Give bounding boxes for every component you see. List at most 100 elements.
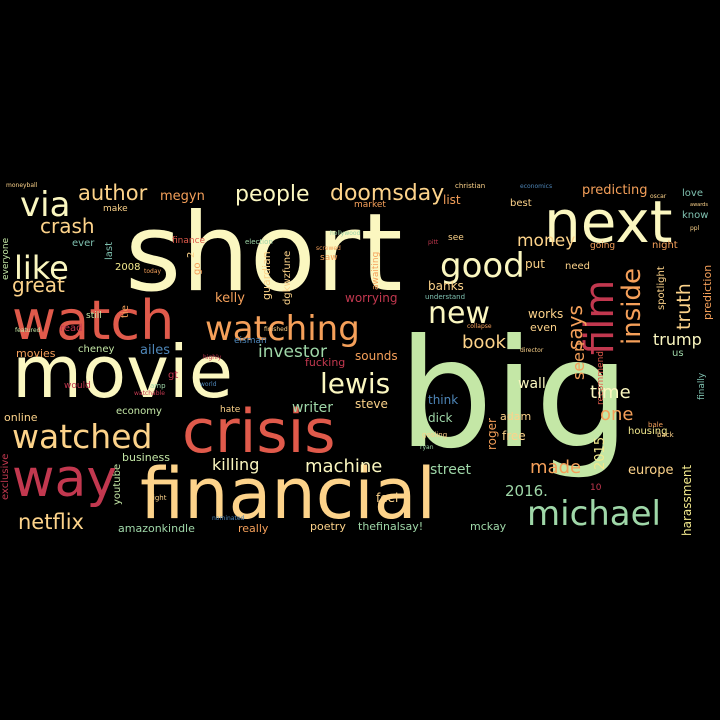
word-market: market	[354, 200, 386, 210]
word-banks: banks	[428, 279, 464, 293]
word-next: next	[544, 188, 673, 256]
word-online: online	[4, 411, 38, 424]
word-10: 10	[590, 483, 602, 493]
word-bale: bale	[648, 421, 663, 429]
word-finished: finished	[264, 326, 288, 333]
word-oscar: oscar	[650, 193, 667, 200]
word-ever: ever	[72, 238, 95, 249]
word-watching: watching	[205, 309, 360, 349]
word-investor: investor	[258, 342, 327, 362]
word-crash: crash	[40, 214, 95, 238]
word-nominated: nominated	[212, 515, 245, 522]
word-awards: awards	[690, 202, 708, 208]
word-watched: watched	[12, 417, 152, 456]
word-like: like	[14, 249, 69, 287]
word-last: last	[104, 242, 115, 260]
word-predicting: predicting	[582, 183, 648, 198]
word-night: night	[652, 240, 678, 251]
word-harassment: harassment	[680, 465, 694, 536]
word-time: time	[590, 382, 631, 403]
word-know: know	[682, 210, 708, 221]
word-saw: saw	[320, 253, 338, 263]
word-spotlight: spotlight	[656, 266, 667, 310]
word-us: us	[672, 348, 684, 359]
word-feel: feel	[376, 491, 398, 505]
word-featured: featured	[15, 327, 41, 334]
word-new: new	[428, 296, 490, 331]
word-right: right	[150, 494, 167, 502]
word-world: world	[200, 381, 217, 388]
word-kelly: kelly	[215, 291, 245, 306]
word-seen: seen	[569, 342, 588, 380]
word-film: film	[577, 280, 623, 355]
word-hollywood: hollywood	[330, 230, 361, 237]
word-free: free	[502, 429, 526, 443]
word-going: going	[590, 241, 615, 251]
word-author: author	[78, 181, 148, 205]
word-hate: hate	[220, 405, 241, 415]
word-watch: watch	[12, 289, 174, 352]
word-sounds: sounds	[355, 349, 398, 363]
word-awaiting: awaiting	[371, 252, 381, 290]
word-movie: movie	[12, 330, 233, 414]
word-back: back	[657, 431, 675, 439]
word-thefinalsay: thefinalsay!	[358, 520, 423, 533]
word-michael: michael	[527, 494, 661, 534]
word-megyn: megyn	[160, 189, 205, 204]
word-still: still	[86, 311, 102, 321]
word-youtube: youtube	[112, 464, 123, 505]
word-gt: gt	[168, 370, 178, 381]
word-ryan: ryan	[420, 444, 434, 451]
word-even: even	[530, 321, 557, 334]
word-wall: wall	[518, 376, 546, 392]
word-list: list	[443, 193, 461, 207]
word-read: read	[60, 323, 83, 334]
word-adam: adam	[500, 410, 531, 423]
word-street: street	[430, 462, 471, 478]
word-eisman: eisman	[234, 336, 267, 346]
word-lewis: lewis	[320, 367, 390, 400]
word-exclusive: exclusive	[0, 454, 11, 500]
word-moneyball: moneyball	[6, 182, 38, 189]
word-book: book	[462, 332, 506, 353]
word-poetry: poetry	[310, 520, 346, 533]
word-best: best	[510, 198, 532, 209]
word-roger: roger	[485, 418, 499, 450]
word-netflix: netflix	[18, 510, 84, 534]
word-ppl: ppl	[690, 225, 700, 232]
word-crisis: crisis	[182, 397, 336, 467]
word-collapse: collapse	[467, 323, 492, 330]
word-steve: steve	[355, 397, 388, 411]
word-housing: housing	[628, 426, 667, 437]
word-love: love	[682, 188, 703, 199]
word-2016: 2016.	[505, 482, 548, 500]
word-recommend: recommend	[596, 351, 606, 405]
word-2: 2	[186, 252, 197, 258]
word-think: think	[428, 393, 458, 407]
word-director: director	[520, 347, 544, 354]
word-finally: finally	[697, 372, 707, 400]
word-2015: 2015	[593, 437, 608, 470]
word-cheney: cheney	[78, 344, 114, 355]
word-election: election	[245, 238, 273, 246]
word-great: great	[12, 273, 65, 297]
word-put: put	[525, 257, 545, 271]
word-dgkwzfune: dgkwzfune	[282, 251, 293, 305]
word-amp: amp	[150, 382, 166, 390]
word-mckay: mckay	[470, 520, 507, 533]
word-dick: dick	[428, 411, 453, 425]
word-finance-v: go	[192, 263, 203, 275]
word-today: today	[144, 268, 162, 275]
word-made: made	[530, 457, 581, 478]
word-works: works	[528, 307, 563, 321]
word-everyone: everyone	[1, 237, 11, 280]
word-amazonkindle: amazonkindle	[118, 522, 195, 535]
word-really: really	[238, 522, 269, 535]
word-truth: truth	[673, 283, 695, 330]
word-gosling: gosling	[422, 431, 447, 439]
word-make: make	[103, 204, 128, 214]
word-says: says	[563, 305, 587, 350]
